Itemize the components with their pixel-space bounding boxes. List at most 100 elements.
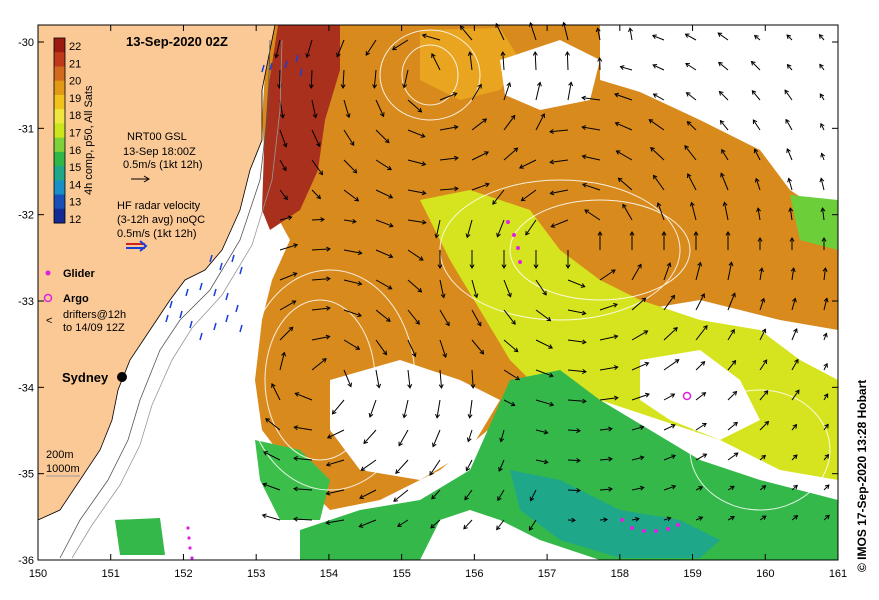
current-arrow (821, 237, 827, 250)
depth-legend-200m: 200m (46, 449, 74, 461)
current-arrow (599, 269, 616, 281)
hf-radar-vector (269, 62, 273, 71)
current-arrow (535, 339, 554, 349)
current-arrow (261, 513, 281, 521)
current-arrow (791, 454, 798, 461)
current-arrow (759, 390, 769, 401)
current-arrow (631, 455, 645, 461)
hf-radar-vector (284, 60, 288, 69)
current-arrow (720, 172, 729, 191)
current-arrow (599, 517, 608, 523)
current-arrow (791, 515, 799, 521)
current-arrow (535, 399, 555, 407)
drifter-legend-icon: < (46, 315, 52, 327)
current-arrow (791, 423, 798, 431)
current-arrow (759, 515, 767, 521)
colorbar-swatch (54, 123, 65, 139)
current-arrow (535, 429, 549, 435)
current-arrow (525, 219, 537, 236)
current-arrow (787, 177, 793, 191)
current-arrow (439, 124, 459, 131)
current-arrow (823, 484, 830, 491)
ssh-contours (244, 29, 831, 511)
current-arrow (503, 82, 512, 101)
current-arrow (311, 246, 331, 252)
current-arrow (393, 489, 409, 502)
current-arrow (752, 119, 761, 131)
current-arrow (437, 250, 443, 269)
lon-tick-label: 155 (392, 568, 410, 580)
current-arrow (308, 69, 314, 89)
colorbar-tick-label: 19 (69, 93, 81, 105)
current-arrow (567, 487, 581, 493)
current-arrow (717, 61, 729, 71)
current-arrow (471, 151, 490, 161)
gsl-legend-line3: 0.5m/s (1kt 12h) (123, 159, 202, 171)
lon-tick-label: 156 (465, 568, 483, 580)
current-arrow (360, 459, 377, 471)
colorbar-swatch (54, 94, 65, 110)
drifters-legend-line1: drifters@12h (63, 309, 126, 321)
colorbar-swatch (54, 208, 65, 224)
current-arrow (402, 69, 409, 89)
lon-tick-label: 158 (611, 568, 629, 580)
sst-green-patch-east (790, 195, 838, 250)
current-arrow (567, 339, 587, 345)
lat-tick-label: -32 (18, 210, 34, 222)
colorbar-tick-label: 20 (69, 76, 81, 88)
current-arrow (754, 177, 761, 191)
land-australia (37, 24, 276, 521)
current-arrow (614, 92, 633, 101)
current-arrow (693, 231, 699, 250)
lat-axis: -30 -31 -32 -33 -34 -35 -36 (18, 37, 838, 567)
hf-legend-line2: (3-12h avg) noQC (117, 214, 205, 226)
current-arrow (325, 489, 345, 496)
current-arrow (686, 120, 697, 131)
colorbar-frame (53, 37, 66, 224)
current-arrow (397, 519, 409, 527)
current-arrow (656, 202, 665, 221)
current-arrow (595, 27, 601, 41)
colorbar-swatch (54, 166, 65, 181)
colorbar-swatch (54, 151, 65, 167)
current-arrow (550, 219, 569, 228)
current-arrow (343, 339, 361, 350)
current-arrow (695, 453, 708, 461)
sst-teal-region (510, 470, 720, 558)
current-arrow (326, 429, 345, 439)
current-arrow (471, 83, 482, 101)
current-arrow (823, 514, 830, 521)
current-arrow (279, 326, 294, 341)
current-arrow (375, 369, 382, 389)
current-arrow (496, 519, 505, 531)
current-arrow (791, 297, 797, 311)
lon-tick-label: 152 (174, 568, 192, 580)
current-arrow (471, 279, 479, 299)
current-arrow (631, 263, 642, 281)
current-arrow (753, 34, 761, 41)
sst-hot-region (262, 25, 340, 230)
current-arrow (567, 517, 576, 523)
current-arrow (651, 34, 665, 41)
current-arrow (567, 309, 587, 316)
current-arrow (439, 155, 459, 161)
current-arrow (597, 231, 603, 250)
current-arrow (263, 451, 281, 461)
geostrophic-current-arrows (261, 21, 830, 531)
hf-radar-vector (179, 310, 183, 319)
current-arrow (822, 332, 828, 341)
current-arrow (407, 159, 427, 167)
current-arrow (549, 189, 569, 196)
current-arrow (722, 201, 729, 221)
current-arrow (503, 369, 521, 381)
hf-radar-vector (213, 288, 217, 297)
lat-tick-label: -34 (18, 382, 34, 394)
current-arrow (650, 147, 665, 161)
current-arrow (407, 279, 423, 293)
current-arrow (311, 217, 325, 223)
current-arrow (274, 39, 281, 59)
current-arrow (471, 309, 482, 327)
current-arrow (599, 365, 619, 371)
current-arrow (535, 309, 552, 322)
colorbar-tick-label: 13 (69, 197, 81, 209)
